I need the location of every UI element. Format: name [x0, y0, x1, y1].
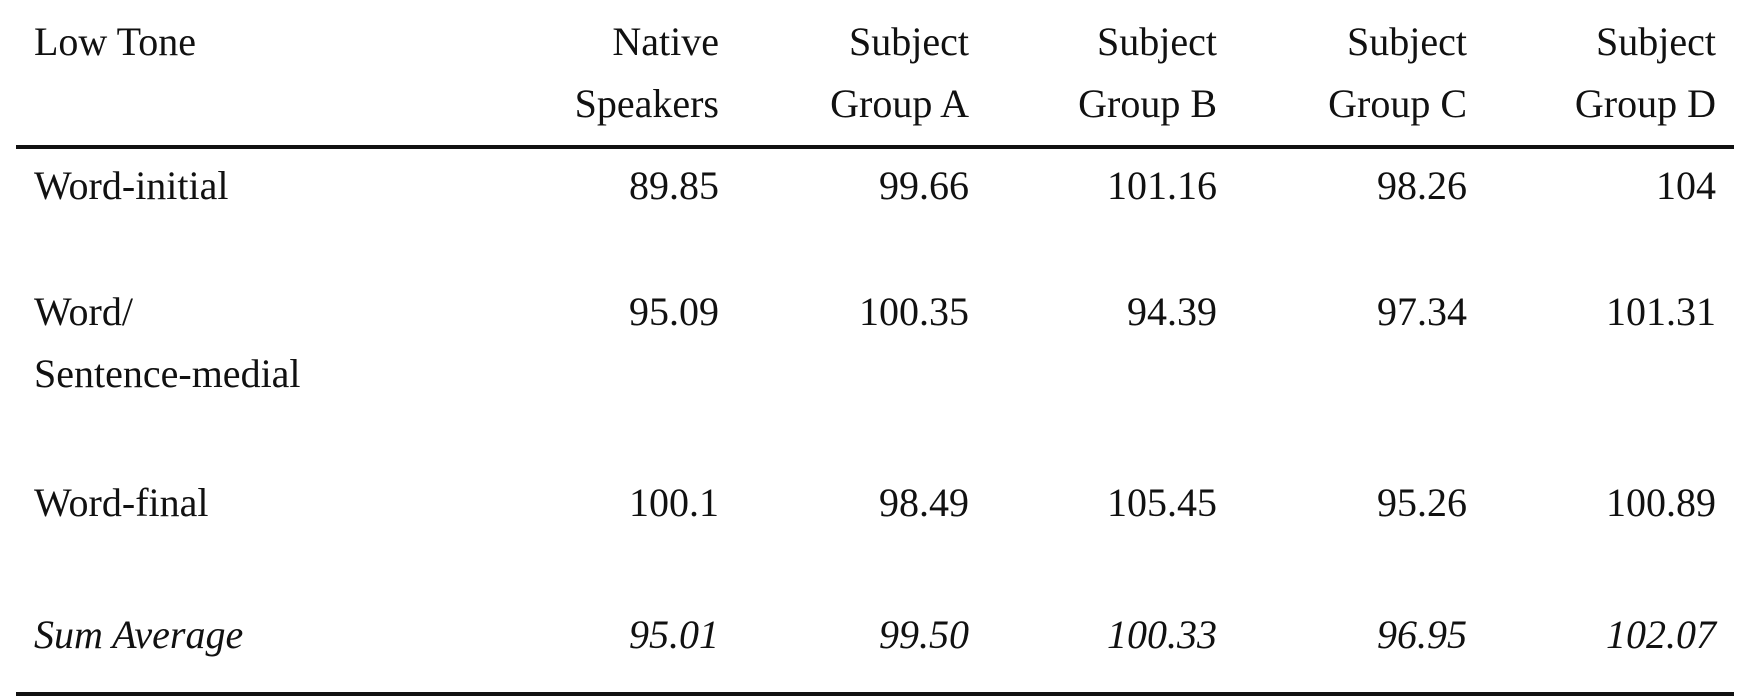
table-cell: 99.50: [879, 612, 969, 657]
table-cell: 98.49: [879, 480, 969, 525]
table-cell: 99.66: [879, 163, 969, 208]
table-cell: 95.01: [629, 612, 719, 657]
table-cell: 96.95: [1377, 612, 1467, 657]
table-cell: 95.09: [629, 289, 719, 334]
row-label: Word-initial: [34, 163, 229, 208]
table-cell: 100.1: [629, 480, 719, 525]
column-header: Subject Group C: [1328, 19, 1467, 126]
row-label: Word/ Sentence-medial: [34, 289, 301, 396]
row-label: Word-final: [34, 480, 209, 525]
column-header: Subject Group A: [830, 19, 969, 126]
header-rule: [16, 145, 1734, 149]
table-cell: 104: [1656, 163, 1716, 208]
table-cell: 100.89: [1606, 480, 1716, 525]
table-cell: 100.35: [859, 289, 969, 334]
table-cell: 105.45: [1107, 480, 1217, 525]
table-cell: 95.26: [1377, 480, 1467, 525]
column-header: Native Speakers: [574, 19, 719, 126]
table-cell: 100.33: [1107, 612, 1217, 657]
table-cell: 102.07: [1606, 612, 1716, 657]
column-header: Subject Group D: [1574, 19, 1716, 126]
table-cell: 101.31: [1606, 289, 1716, 334]
row-label: Sum Average: [34, 612, 244, 657]
bottom-rule: [16, 692, 1734, 696]
table-cell: 94.39: [1127, 289, 1217, 334]
table-cell: 89.85: [629, 163, 719, 208]
table-cell: 101.16: [1107, 163, 1217, 208]
column-header: Low Tone: [34, 19, 196, 64]
table-cell: 98.26: [1377, 163, 1467, 208]
table-cell: 97.34: [1377, 289, 1467, 334]
column-header: Subject Group B: [1078, 19, 1217, 126]
